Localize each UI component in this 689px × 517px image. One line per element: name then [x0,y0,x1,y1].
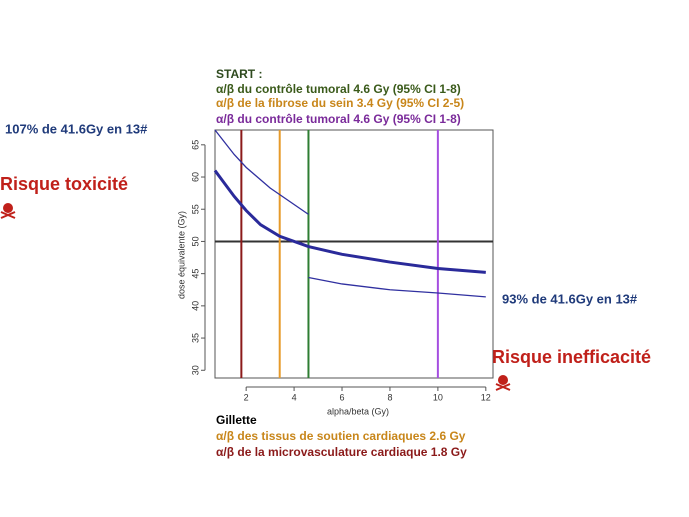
y-tick-label: 50 [190,236,200,246]
risk-note: Risque inefficacité [492,347,651,367]
dose-note: 107% de 41.6Gy en 13# [5,121,148,136]
annotation: START : [216,67,262,81]
y-tick-label: 45 [190,269,200,279]
x-tick-label: 8 [387,392,392,402]
risk-note: Risque toxicité [0,174,128,194]
x-axis-label: alpha/beta (Gy) [327,406,389,416]
y-tick-label: 35 [190,333,200,343]
x-tick-label: 4 [292,392,297,402]
y-tick-label: 55 [190,204,200,214]
annotation: α/β du contrôle tumoral 4.6 Gy (95% CI 1… [216,82,461,96]
curve [213,169,486,274]
annotation: α/β de la fibrose du sein 3.4 Gy (95% CI… [216,96,464,110]
annotation: Gillette [216,413,257,427]
skull-icon [495,375,511,391]
curve [214,129,309,215]
x-tick-label: 10 [433,392,443,402]
x-tick-label: 2 [244,392,249,402]
y-tick-label: 40 [190,301,200,311]
y-tick-label: 60 [190,172,200,182]
annotation: α/β de la microvasculature cardiaque 1.8… [216,445,467,459]
annotation: α/β des tissus de soutien cardiaques 2.6… [216,429,466,443]
skull-icon [0,203,16,219]
annotation: α/β du contrôle tumoral 4.6 Gy (95% CI 1… [216,112,461,126]
x-tick-label: 6 [340,392,345,402]
y-tick-label: 65 [190,140,200,150]
dose-note: 93% de 41.6Gy en 13# [502,291,638,306]
y-tick-label: 30 [190,365,200,375]
x-tick-label: 12 [481,392,491,402]
plot-frame [214,129,494,379]
y-axis-label: dose équivalente (Gy) [176,211,186,299]
curve [308,276,486,298]
